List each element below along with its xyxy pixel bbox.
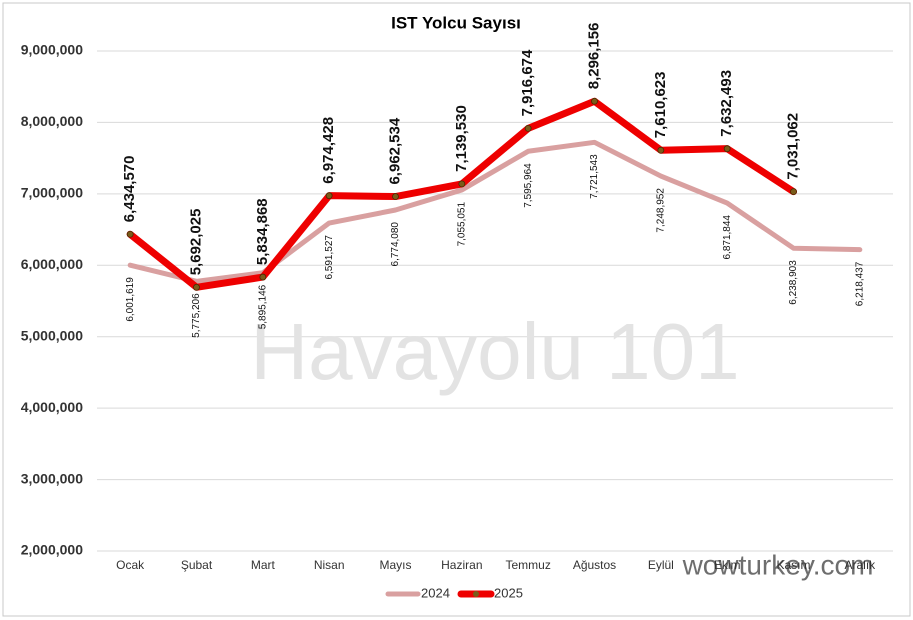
data-label: 6,974,428 bbox=[320, 117, 337, 184]
watermark: Havayolu 101 bbox=[250, 307, 739, 396]
x-tick-label: Şubat bbox=[181, 558, 213, 572]
x-tick-label: Ocak bbox=[116, 558, 145, 572]
data-label: 6,962,534 bbox=[386, 117, 403, 184]
series-line bbox=[127, 139, 863, 284]
data-label: 7,916,674 bbox=[519, 49, 536, 116]
legend-label: 2025 bbox=[494, 585, 523, 600]
data-point bbox=[723, 145, 731, 153]
data-label: 5,834,868 bbox=[254, 198, 271, 265]
data-label: 6,774,080 bbox=[390, 222, 401, 267]
legend-marker bbox=[473, 591, 479, 597]
x-tick-label: Ağustos bbox=[573, 558, 616, 572]
data-point bbox=[193, 283, 200, 291]
data-label: 5,775,206 bbox=[191, 293, 202, 338]
watermark: wowturkey.com bbox=[682, 549, 874, 580]
data-label: 7,248,952 bbox=[655, 188, 666, 233]
data-label: 7,139,530 bbox=[453, 105, 470, 172]
y-tick-label: 3,000,000 bbox=[21, 470, 83, 486]
y-tick-label: 6,000,000 bbox=[21, 256, 83, 272]
x-tick-label: Ekim bbox=[714, 558, 741, 572]
y-tick-label: 5,000,000 bbox=[21, 327, 83, 343]
data-label: 6,238,903 bbox=[788, 260, 799, 305]
y-tick-label: 4,000,000 bbox=[21, 399, 83, 415]
data-label: 5,895,146 bbox=[257, 284, 268, 329]
x-tick-label: Mayıs bbox=[379, 558, 411, 572]
x-tick-label: Nisan bbox=[314, 558, 345, 572]
data-point bbox=[458, 180, 466, 188]
x-tick-label: Kasım bbox=[776, 558, 810, 572]
data-label: 8,296,156 bbox=[585, 23, 602, 90]
x-tick-label: Temmuz bbox=[505, 558, 550, 572]
data-point bbox=[790, 188, 797, 196]
data-point bbox=[259, 273, 267, 281]
x-tick-label: Haziran bbox=[441, 558, 482, 572]
data-label: 6,591,527 bbox=[324, 235, 335, 280]
data-label: 7,031,062 bbox=[784, 113, 801, 180]
y-tick-label: 2,000,000 bbox=[21, 542, 83, 558]
x-tick-label: Mart bbox=[251, 558, 276, 572]
y-tick-label: 7,000,000 bbox=[21, 185, 83, 201]
data-label: 7,595,964 bbox=[523, 163, 534, 208]
data-point bbox=[591, 97, 598, 105]
data-point bbox=[657, 146, 665, 154]
data-label: 7,610,623 bbox=[652, 72, 669, 139]
data-point bbox=[524, 124, 532, 132]
legend-label: 2024 bbox=[421, 585, 450, 600]
data-point bbox=[126, 230, 134, 238]
x-tick-label: Aralık bbox=[844, 558, 876, 572]
data-label: 6,434,570 bbox=[121, 156, 138, 223]
data-label: 5,692,025 bbox=[187, 209, 204, 276]
chart-title: IST Yolcu Sayısı bbox=[391, 13, 521, 32]
data-label: 6,871,844 bbox=[722, 215, 733, 260]
y-tick-label: 9,000,000 bbox=[21, 42, 83, 58]
x-tick-label: Eylül bbox=[648, 558, 674, 572]
data-point bbox=[392, 193, 399, 200]
y-tick-label: 8,000,000 bbox=[21, 113, 83, 129]
data-label: 6,218,437 bbox=[854, 261, 865, 306]
data-label: 7,721,543 bbox=[589, 154, 600, 199]
data-label: 6,001,619 bbox=[125, 277, 136, 322]
data-point bbox=[325, 192, 333, 200]
data-label: 7,055,051 bbox=[456, 201, 467, 246]
data-label: 7,632,493 bbox=[718, 70, 735, 137]
